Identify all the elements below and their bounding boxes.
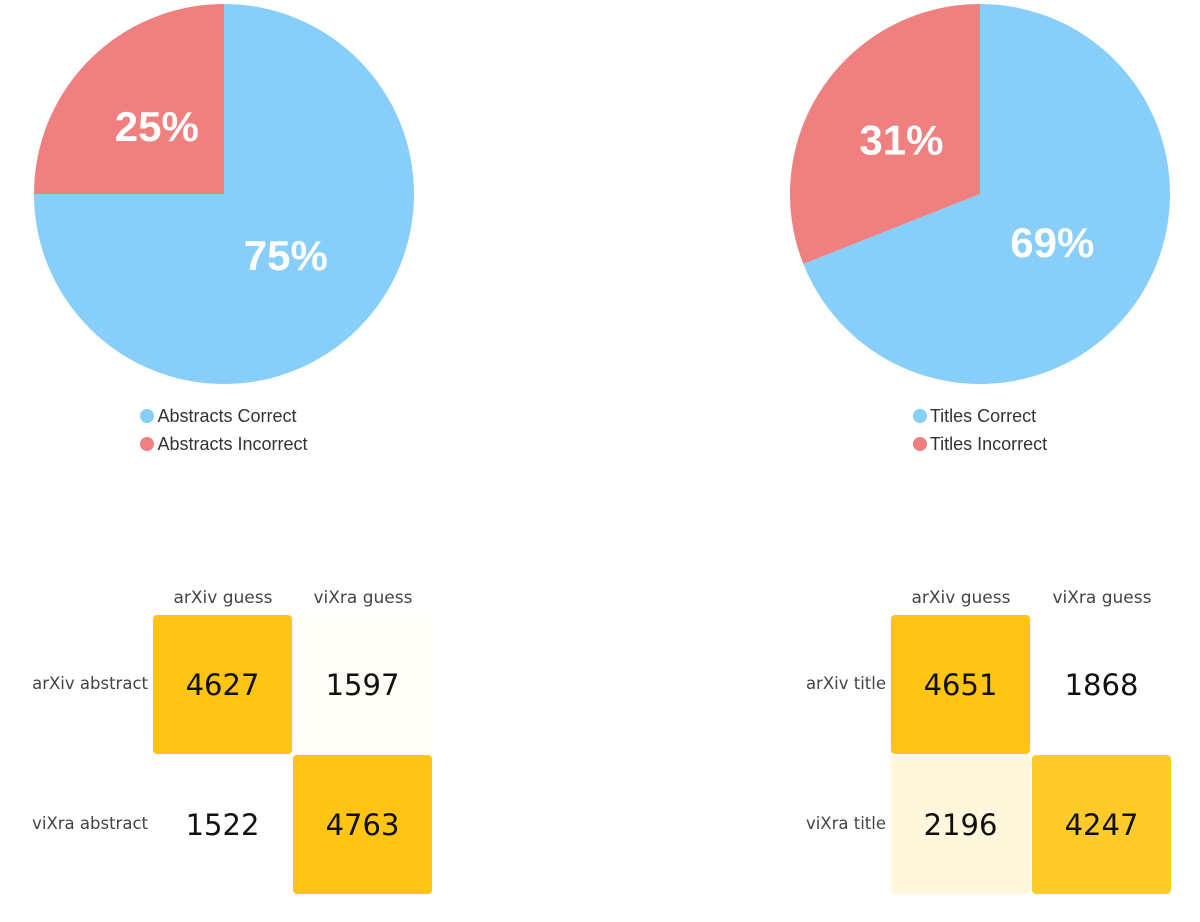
abstracts-pie-chart: 75% 25% Abstracts Correct Abstracts Incor… bbox=[14, 0, 434, 480]
legend-dot-incorrect bbox=[912, 437, 927, 451]
pie-data-label: 75% bbox=[244, 232, 328, 279]
row-header: viXra abstract bbox=[32, 814, 148, 833]
abstracts-legend: Abstracts Correct Abstracts Incorrect bbox=[14, 406, 434, 454]
row-header: arXiv title bbox=[805, 674, 886, 693]
legend-dot-incorrect bbox=[140, 437, 155, 451]
column-header: viXra guess bbox=[313, 588, 413, 608]
legend-item-abstracts-incorrect[interactable]: Abstracts Incorrect bbox=[140, 430, 308, 458]
legend-item-abstracts-correct[interactable]: Abstracts Correct bbox=[140, 402, 307, 430]
column-header: arXiv guess bbox=[911, 588, 1011, 608]
legend-item-titles-correct[interactable]: Titles Correct bbox=[912, 402, 1047, 430]
matrix-cell: 4651 bbox=[891, 615, 1030, 754]
legend-label: Abstracts Incorrect bbox=[157, 433, 308, 454]
pie-data-label: 69% bbox=[1010, 219, 1094, 266]
matrix-cell: 4247 bbox=[1032, 755, 1171, 894]
matrix-cell: 4763 bbox=[293, 755, 432, 894]
matrix-cell: 2196 bbox=[891, 755, 1030, 894]
pie-slice-incorrect[interactable] bbox=[790, 4, 980, 264]
abstracts-confusion-matrix: arXiv guess viXra guess arXiv abstract v… bbox=[0, 580, 440, 900]
legend-dot-correct bbox=[140, 409, 155, 423]
column-header: viXra guess bbox=[1052, 588, 1152, 608]
pie-data-label: 25% bbox=[115, 103, 199, 150]
pie-data-label: 31% bbox=[859, 117, 943, 164]
pie-slice-incorrect[interactable] bbox=[34, 4, 224, 194]
matrix-cell: 1597 bbox=[293, 615, 432, 754]
abstracts-pie-svg: 75% 25% bbox=[34, 4, 414, 384]
legend-label: Abstracts Correct bbox=[157, 405, 297, 426]
matrix-cell: 1522 bbox=[153, 755, 292, 894]
row-header: arXiv abstract bbox=[32, 674, 148, 693]
titles-legend: Titles Correct Titles Incorrect bbox=[770, 406, 1190, 454]
legend-label: Titles Incorrect bbox=[929, 433, 1048, 454]
column-header: arXiv guess bbox=[173, 588, 273, 608]
row-header: viXra title bbox=[805, 814, 886, 833]
legend-label: Titles Correct bbox=[929, 405, 1037, 426]
legend-dot-correct bbox=[912, 409, 927, 423]
titles-confusion-matrix: arXiv guess viXra guess arXiv title viXr… bbox=[760, 580, 1200, 900]
titles-pie-chart: 69% 31% Titles Correct Titles Incorrect bbox=[770, 0, 1190, 480]
matrix-cell: 4627 bbox=[153, 615, 292, 754]
titles-pie-svg: 69% 31% bbox=[790, 4, 1170, 384]
legend-item-titles-incorrect[interactable]: Titles Incorrect bbox=[912, 430, 1048, 458]
pie-slice-correct[interactable] bbox=[803, 4, 1170, 384]
matrix-cell: 1868 bbox=[1032, 615, 1171, 754]
